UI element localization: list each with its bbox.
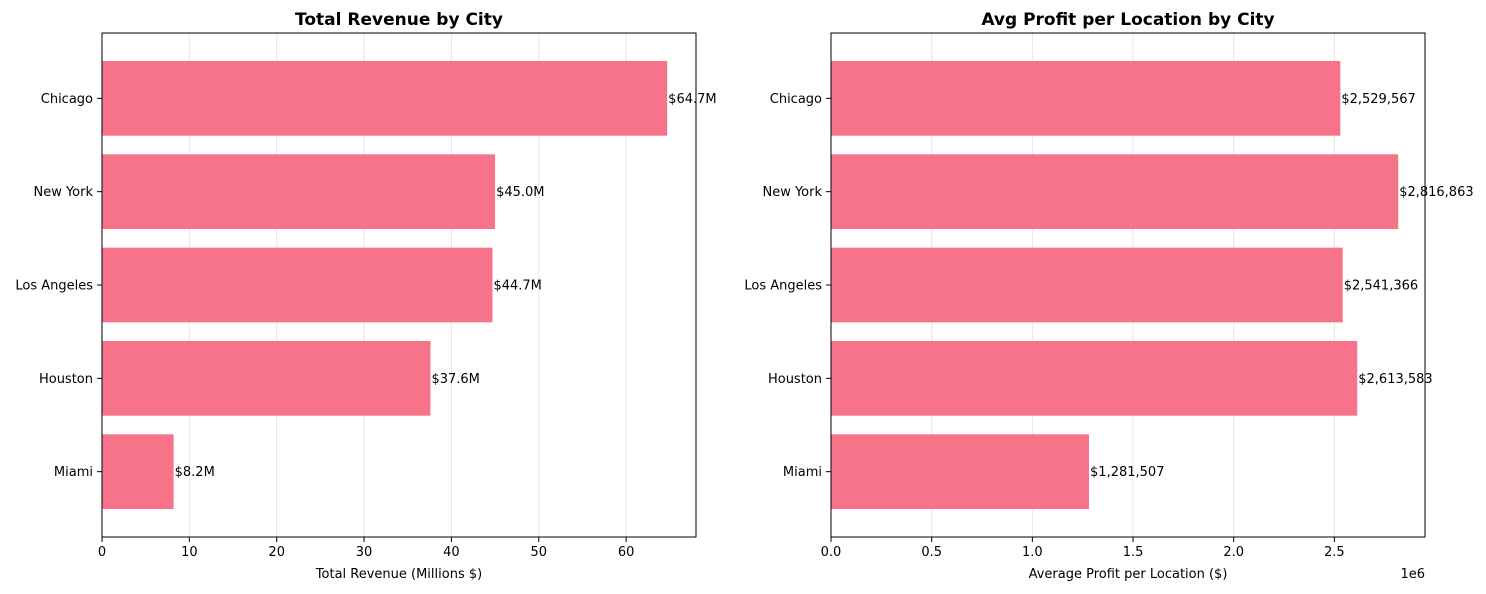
data-label: $45.0M (496, 185, 544, 200)
x-tick-label: 60 (618, 545, 635, 560)
data-labels: $2,529,567 $2,816,863 $2,541,366 $2,613,583… (1090, 92, 1474, 480)
y-tick-label: Miami (54, 465, 93, 480)
x-tick-label: 50 (530, 545, 547, 560)
x-tick-label: 0.5 (921, 545, 942, 560)
bar-chicago (102, 61, 668, 136)
x-ticks: 0 10 20 30 40 50 60 (98, 537, 635, 560)
y-tick-label: Chicago (41, 92, 93, 107)
data-label: $1,281,507 (1090, 465, 1164, 480)
y-tick-label: Los Angeles (744, 279, 822, 294)
x-tick-label: 0.0 (821, 545, 842, 560)
y-tick-label: Los Angeles (15, 279, 93, 294)
bars (102, 61, 668, 509)
x-tick-label: 20 (268, 545, 285, 560)
data-label: $2,541,366 (1344, 279, 1418, 294)
profit-chart-panel: Avg Profit per Location by City $2,529,5… (744, 10, 1473, 582)
bar-los-angeles (102, 247, 493, 323)
x-tick-label: 10 (181, 545, 198, 560)
data-label: $44.7M (493, 279, 541, 294)
y-tick-label: Miami (783, 465, 822, 480)
y-tick-label: New York (762, 185, 822, 200)
axes-frame (830, 32, 1426, 538)
y-ticks: Chicago New York Los Angeles Houston Miami (15, 92, 102, 480)
x-tick-label: 1.5 (1123, 545, 1144, 560)
bar-miami (102, 434, 174, 509)
data-label: $8.2M (175, 465, 215, 480)
data-label: $37.6M (431, 372, 479, 387)
bar-houston (831, 341, 1358, 416)
data-label: $2,529,567 (1341, 92, 1415, 107)
y-tick-label: Houston (768, 372, 822, 387)
bars (831, 61, 1399, 509)
x-tick-label: 1.0 (1022, 545, 1043, 560)
revenue-chart-panel: Total Revenue by City $64.7M $45.0M $44.7M… (15, 10, 716, 582)
bar-los-angeles (831, 247, 1343, 323)
x-tick-label: 2.0 (1223, 545, 1244, 560)
bar-chicago (831, 61, 1341, 136)
chart-title: Total Revenue by City (295, 10, 503, 30)
x-axis-label: Total Revenue (Millions $) (315, 567, 482, 582)
x-axis-label: Average Profit per Location ($) (1029, 567, 1228, 582)
x-offset-text: 1e6 (1400, 567, 1425, 582)
x-tick-label: 2.5 (1324, 545, 1345, 560)
x-ticks: 0.0 0.5 1.0 1.5 2.0 2.5 (821, 537, 1345, 560)
bar-new-york (102, 154, 496, 229)
bar-miami (831, 434, 1090, 509)
y-ticks: Chicago New York Los Angeles Houston Miami (744, 92, 831, 480)
axes-frame (101, 32, 697, 538)
chart-title: Avg Profit per Location by City (981, 10, 1274, 30)
y-tick-label: New York (33, 185, 93, 200)
y-tick-label: Houston (39, 372, 93, 387)
x-tick-label: 40 (443, 545, 460, 560)
bar-new-york (831, 154, 1399, 229)
bar-houston (102, 341, 431, 416)
data-label: $64.7M (668, 92, 716, 107)
data-label: $2,613,583 (1358, 372, 1432, 387)
data-label: $2,816,863 (1399, 185, 1473, 200)
x-tick-label: 30 (356, 545, 373, 560)
y-tick-label: Chicago (770, 92, 822, 107)
data-labels: $64.7M $45.0M $44.7M $37.6M $8.2M (175, 92, 717, 480)
x-tick-label: 0 (98, 545, 106, 560)
